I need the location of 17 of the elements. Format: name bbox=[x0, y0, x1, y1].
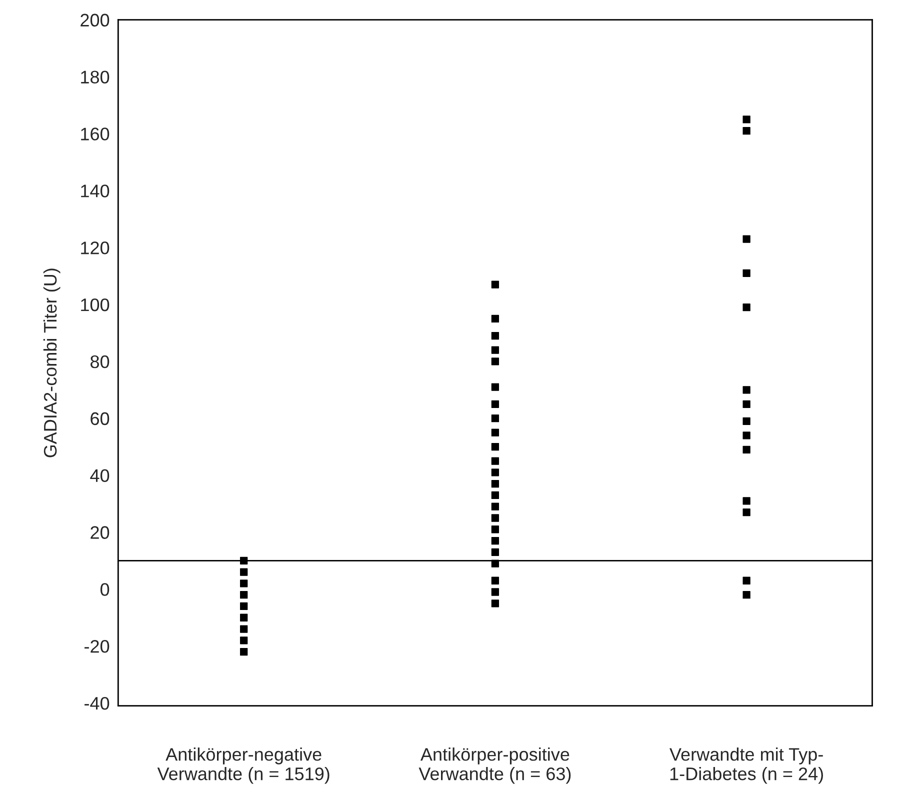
x-tick-label: Verwandte mit Typ- 1-Diabetes (n = 24) bbox=[670, 748, 823, 784]
y-tick-label: 100 bbox=[81, 298, 110, 312]
y-tick-label: 40 bbox=[90, 469, 110, 482]
y-tick-label: 120 bbox=[81, 242, 110, 254]
y-tick-label: -20 bbox=[84, 640, 110, 653]
y-tick-label: 60 bbox=[90, 412, 110, 426]
y-tick-label: 160 bbox=[81, 128, 110, 140]
x-tick-label: Antikörper-negative Verwandte (n = 1519) bbox=[157, 748, 330, 784]
y-tick-label: 140 bbox=[81, 184, 110, 198]
y-axis-title: GADIA2-combi Titer (U) bbox=[43, 268, 60, 458]
y-tick-label: 20 bbox=[90, 526, 110, 539]
y-tick-label: 0 bbox=[100, 583, 110, 596]
x-tick-label: Antikörper-positive Verwandte (n = 63) bbox=[418, 748, 571, 784]
y-tick-label: 200 bbox=[80, 14, 110, 27]
y-tick-label: 80 bbox=[90, 355, 110, 368]
y-tick-label: -40 bbox=[84, 696, 110, 710]
y-tick-label: 180 bbox=[81, 70, 110, 84]
